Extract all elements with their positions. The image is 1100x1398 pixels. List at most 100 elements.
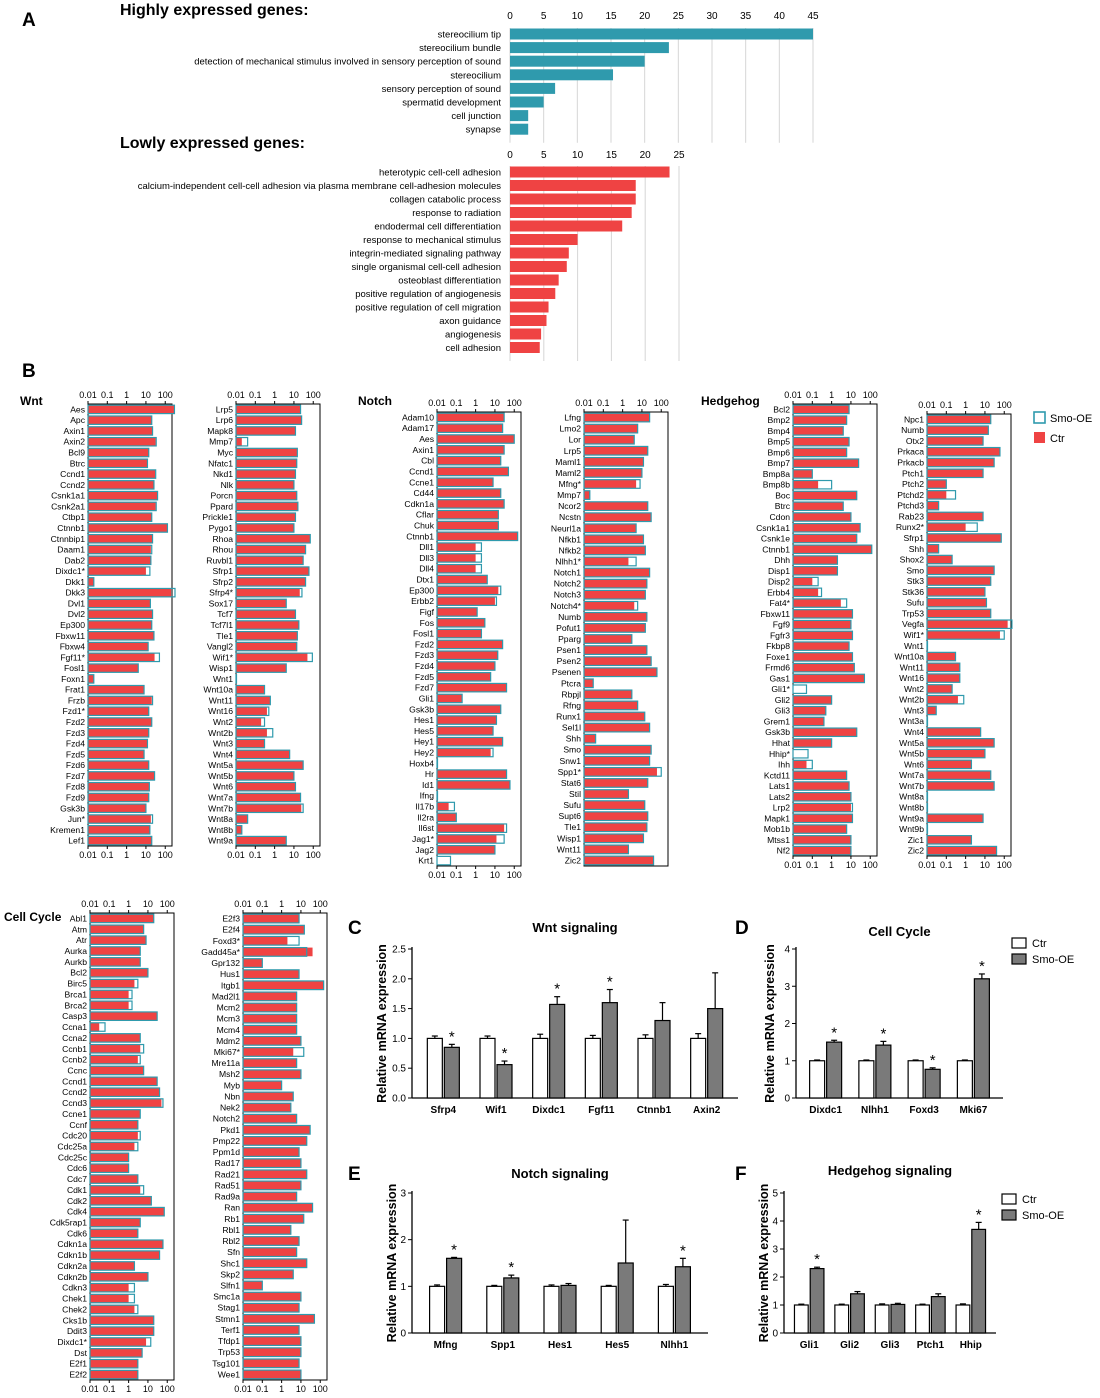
ctr-bar [927, 738, 995, 748]
gene-label: Smo [563, 745, 581, 755]
gene-label: Ptchd2 [897, 490, 924, 500]
ctr-bar [793, 437, 850, 446]
ctr-bar [90, 1098, 162, 1108]
smo-bar [792, 587, 823, 598]
smo-bar [926, 425, 989, 435]
ctr-bar [927, 415, 991, 424]
panel-label-b: B [22, 361, 36, 382]
gene-label: Itgb1 [221, 980, 240, 990]
gene-label: Stag1 [218, 1303, 241, 1313]
smo-bar [89, 1369, 139, 1380]
smo-bar [583, 434, 635, 445]
go-term-label: stereocilium [450, 70, 501, 81]
go-bar [510, 247, 569, 259]
ctr-bar [479, 1037, 496, 1099]
smo-bar [87, 577, 95, 587]
ctr-bar [88, 739, 148, 748]
smo-oe-bar [503, 1277, 520, 1334]
smo-bar [87, 814, 154, 824]
ctr-bar [532, 1037, 549, 1099]
gene-label: Ccnb2 [62, 1055, 87, 1065]
go-bar [510, 69, 614, 81]
smo-oe-bar [849, 1293, 865, 1334]
gene-label: Sfn [227, 1247, 240, 1257]
smo-bar [436, 693, 463, 704]
ctr-bar [927, 512, 984, 521]
go-term-label: stereocilium tip [438, 30, 501, 41]
ctr-bar [236, 631, 298, 640]
x-tick-label: Gli3 [881, 1340, 900, 1351]
smo-bar [792, 695, 833, 705]
x-tick-label: 0 [507, 11, 513, 22]
gene-label: Rhoa [212, 534, 233, 544]
smo-bar [89, 989, 133, 1000]
go-bar [510, 288, 556, 299]
gene-label: Wnt6 [213, 782, 233, 792]
smo-bar [242, 913, 300, 924]
x-tick-label: 100 [863, 860, 878, 870]
smo-bar [583, 789, 630, 799]
x-tick-label: 0.01 [918, 860, 936, 870]
gene-label: Wnt16 [899, 673, 924, 683]
gene-label: Fzd7 [66, 771, 85, 781]
smo-bar [89, 1141, 139, 1152]
ctr-bar [927, 652, 956, 661]
ctr-bar [88, 696, 152, 705]
gene-label: Daam1 [57, 545, 85, 555]
smo-bar [926, 694, 965, 705]
legend-label: Ctr [1032, 938, 1047, 950]
gene-label: Ncor2 [558, 501, 581, 511]
go-bar [510, 261, 567, 272]
gene-label: Wnt5a [899, 738, 924, 748]
y-tick-label: 0 [400, 1329, 406, 1340]
ctr-bar [236, 642, 297, 651]
smo-bar [89, 1348, 143, 1358]
ctr-bar [88, 674, 94, 684]
x-tick-label: 0.1 [940, 860, 953, 870]
smo-bar [235, 598, 287, 609]
gene-label: Wnt6 [904, 759, 924, 769]
ctr-bar [927, 727, 981, 737]
pcr-array-column: 0.010.010.10.1111010100100Bcl2Bmp2Bmp4Bm… [756, 390, 878, 870]
x-tick-label: 100 [158, 850, 173, 860]
gene-label: Notch1 [554, 568, 581, 578]
smo-bar [89, 1109, 141, 1119]
x-tick-label: Dixdc1 [532, 1105, 565, 1116]
ctr-bar [584, 767, 657, 777]
smo-bar [87, 620, 153, 630]
ctr-bar [584, 656, 652, 666]
ctr-bar [236, 545, 306, 554]
gene-label: Cbl [421, 456, 434, 466]
ctr-bar [88, 426, 153, 436]
smo-bar [926, 457, 995, 468]
gene-label: Gsk3b [765, 727, 790, 737]
ctr-bar [584, 623, 646, 633]
smo-bar [436, 509, 499, 520]
smo-bar [235, 695, 271, 706]
gene-label: Gli3 [775, 706, 791, 716]
gene-label: Notch4* [550, 601, 581, 611]
gene-label: Wnt2 [904, 684, 924, 694]
smo-bar [792, 404, 850, 415]
gene-label: Dkk3 [65, 588, 85, 598]
smo-bar [436, 801, 456, 812]
gene-label: Vangl2 [207, 642, 233, 652]
ctr-bar [88, 771, 155, 781]
gene-label: Prkacb [897, 458, 924, 468]
ctr-bar [236, 469, 296, 479]
smo-bar [436, 563, 483, 574]
smo-bar [583, 556, 637, 567]
gene-label: Erbb2 [411, 596, 434, 606]
smo-bar [792, 576, 819, 587]
ctr-bar [927, 533, 1002, 543]
ctr-bar [584, 424, 638, 433]
ctr-bar [243, 1136, 307, 1146]
gene-label: Pygo1 [209, 523, 234, 533]
gene-label: Axin2 [64, 437, 86, 447]
smo-bar [583, 733, 597, 744]
go-bar [510, 315, 547, 326]
smo-bar [792, 813, 854, 824]
gene-label: Notch3 [554, 590, 581, 600]
gene-label: Dll1 [419, 542, 434, 552]
smo-bar [89, 1098, 164, 1108]
